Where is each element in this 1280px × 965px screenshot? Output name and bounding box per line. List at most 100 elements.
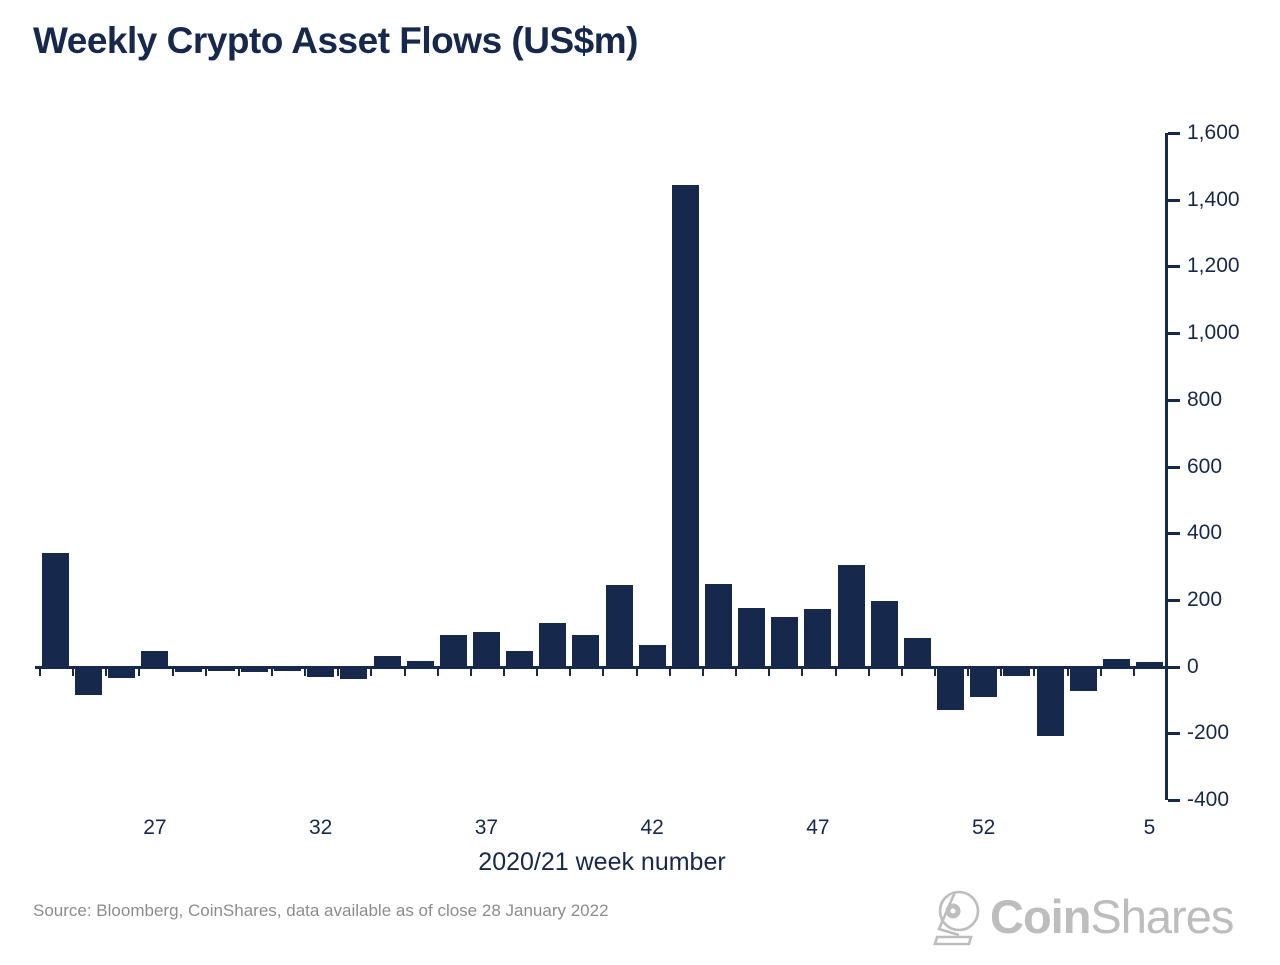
x-tick-label-27: 27 bbox=[143, 816, 167, 839]
x-axis-minor-tick bbox=[668, 669, 671, 676]
bar-week-45 bbox=[738, 608, 766, 667]
x-axis-minor-tick bbox=[867, 669, 870, 676]
bar-week-24 bbox=[42, 553, 69, 667]
x-axis-minor-tick bbox=[834, 669, 837, 676]
x-axis-minor-tick bbox=[768, 669, 771, 676]
x-axis-minor-tick bbox=[900, 669, 903, 676]
bar-week-37 bbox=[472, 632, 500, 667]
y-axis-tick bbox=[1168, 532, 1180, 535]
bar-week-48 bbox=[837, 565, 865, 667]
x-axis-minor-tick bbox=[635, 669, 638, 676]
bar-week-49 bbox=[870, 601, 898, 667]
bar-week-41 bbox=[605, 585, 633, 667]
x-axis-minor-tick bbox=[204, 669, 207, 676]
y-axis-tick bbox=[1168, 666, 1180, 669]
y-tick-label--200: -200 bbox=[1187, 721, 1230, 744]
y-axis-line bbox=[1165, 133, 1168, 800]
bar-week-47 bbox=[804, 609, 832, 667]
x-axis-line bbox=[35, 666, 1167, 669]
x-axis-minor-tick bbox=[337, 669, 340, 676]
x-axis-minor-tick bbox=[1099, 669, 1102, 676]
x-axis-minor-tick bbox=[701, 669, 704, 676]
bar-week-32 bbox=[307, 668, 335, 677]
y-tick-label-600: 600 bbox=[1187, 455, 1223, 478]
x-axis-minor-tick bbox=[171, 669, 174, 676]
x-axis-minor-tick bbox=[304, 669, 307, 676]
x-axis-minor-tick bbox=[1166, 669, 1169, 676]
y-tick-label-1,000: 1,000 bbox=[1187, 321, 1240, 344]
x-tick-label-32: 32 bbox=[309, 816, 333, 839]
source-note: Source: Bloomberg, CoinShares, data avai… bbox=[33, 901, 609, 920]
bar-week-39 bbox=[539, 623, 567, 667]
coinshares-logo: CoinShares bbox=[926, 884, 1234, 950]
bar-week-43 bbox=[671, 185, 699, 667]
y-axis-tick bbox=[1168, 599, 1180, 602]
y-axis-tick bbox=[1168, 199, 1180, 202]
bar-week-26 bbox=[108, 668, 136, 678]
bar-week-35 bbox=[406, 661, 434, 667]
plot-area: 27 32 37 42 47 52 5 1,600 1,400 1,200 1,000 800 600 4… bbox=[35, 121, 1240, 839]
x-axis-minor-tick bbox=[38, 669, 41, 676]
x-axis-minor-tick bbox=[370, 669, 373, 676]
x-axis-minor-tick bbox=[1033, 669, 1036, 676]
y-axis-tick bbox=[1168, 799, 1180, 802]
x-tick-label-42: 42 bbox=[640, 816, 664, 839]
x-axis-minor-tick bbox=[138, 669, 141, 676]
bar-week-44 bbox=[705, 584, 732, 667]
x-axis-minor-tick bbox=[967, 669, 970, 676]
logo-text-coin: Coin bbox=[990, 890, 1091, 943]
x-tick-label-37: 37 bbox=[474, 816, 499, 839]
x-axis-minor-tick bbox=[237, 669, 240, 676]
x-tick-label-52: 52 bbox=[972, 816, 996, 839]
x-axis-minor-tick bbox=[1066, 669, 1069, 676]
bar-week-28 bbox=[174, 668, 202, 672]
bar-week-33 bbox=[340, 668, 368, 679]
x-tick-label-47: 47 bbox=[806, 816, 830, 839]
x-axis-minor-tick bbox=[569, 669, 572, 676]
x-axis-minor-tick bbox=[403, 669, 406, 676]
bar-week-1 bbox=[1003, 668, 1031, 676]
y-axis-tick bbox=[1168, 332, 1180, 335]
x-axis-minor-tick bbox=[1132, 669, 1135, 676]
bar-week-51 bbox=[937, 668, 965, 710]
bar-week-29 bbox=[207, 668, 235, 671]
y-tick-label--400: -400 bbox=[1187, 788, 1230, 811]
y-tick-label-800: 800 bbox=[1187, 388, 1223, 411]
bar-week-46 bbox=[771, 617, 799, 667]
y-axis-tick bbox=[1168, 399, 1180, 402]
x-axis-minor-tick bbox=[602, 669, 605, 676]
x-axis-minor-tick bbox=[469, 669, 472, 676]
x-axis-minor-tick bbox=[735, 669, 738, 676]
bar-week-5 bbox=[1135, 662, 1163, 667]
coinshares-logo-text: CoinShares bbox=[990, 885, 1234, 949]
x-axis-minor-tick bbox=[503, 669, 506, 676]
x-axis-title: 2020/21 week number bbox=[478, 848, 726, 876]
x-axis-minor-tick bbox=[436, 669, 439, 676]
x-tick-label-5: 5 bbox=[1143, 816, 1156, 839]
y-tick-label-1,200: 1,200 bbox=[1187, 254, 1240, 277]
bar-week-31 bbox=[274, 668, 302, 671]
x-axis-minor-tick bbox=[270, 669, 273, 676]
bar-week-3 bbox=[1069, 668, 1097, 691]
y-axis-tick bbox=[1168, 265, 1180, 268]
y-axis-tick bbox=[1168, 732, 1180, 735]
x-axis-minor-tick bbox=[72, 669, 75, 676]
y-tick-label-1,600: 1,600 bbox=[1187, 121, 1240, 144]
y-tick-label-1,400: 1,400 bbox=[1187, 188, 1240, 211]
bar-week-25 bbox=[75, 668, 103, 695]
bar-week-38 bbox=[506, 651, 534, 667]
bar-week-36 bbox=[439, 635, 467, 667]
logo-text-shares: Shares bbox=[1090, 890, 1234, 943]
chart-title: Weekly Crypto Asset Flows (US$m) bbox=[33, 20, 638, 61]
x-axis-minor-tick bbox=[536, 669, 539, 676]
bar-week-52 bbox=[970, 668, 998, 697]
bar-week-42 bbox=[638, 645, 666, 667]
y-tick-label-0: 0 bbox=[1187, 655, 1199, 678]
x-axis-minor-tick bbox=[105, 669, 108, 676]
bar-week-2 bbox=[1036, 668, 1064, 736]
y-tick-label-200: 200 bbox=[1187, 588, 1223, 611]
x-axis-minor-tick bbox=[933, 669, 936, 676]
x-axis-minor-tick bbox=[1000, 669, 1003, 676]
bar-week-27 bbox=[141, 651, 169, 667]
